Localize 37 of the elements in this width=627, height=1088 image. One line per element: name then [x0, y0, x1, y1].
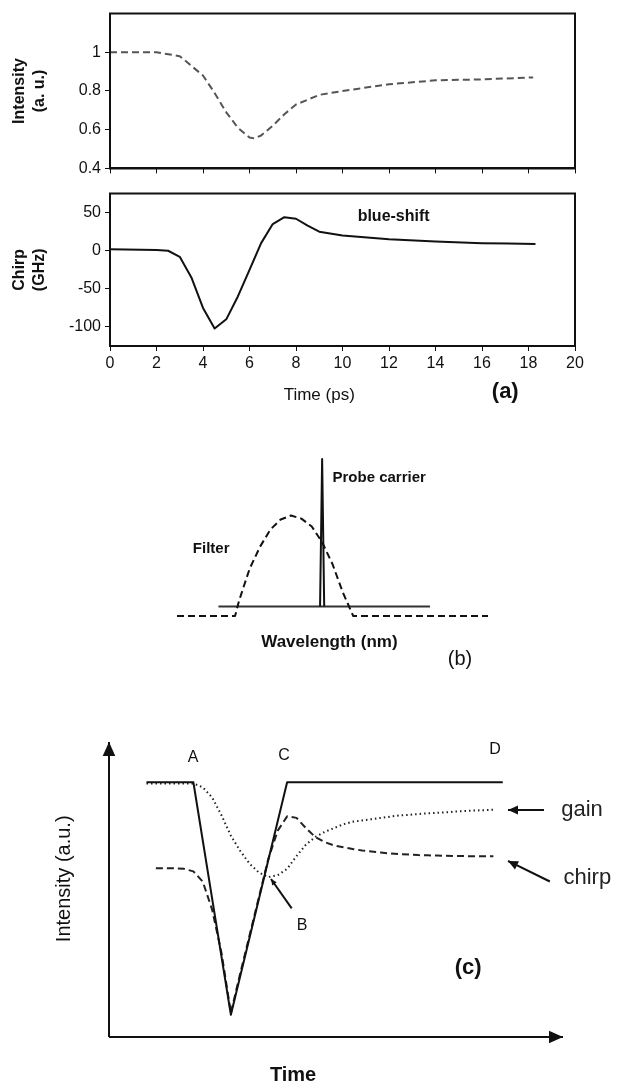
- x-axis-title: Wavelength (nm): [261, 631, 398, 651]
- text: C: [278, 745, 290, 763]
- text: gain: [561, 795, 603, 821]
- x-tick-label: 14: [426, 354, 445, 372]
- x-tick-label: 12: [380, 354, 398, 372]
- y-tick-label: -100: [68, 317, 102, 335]
- series-label: Filter: [192, 538, 230, 556]
- text: (a): [491, 377, 519, 403]
- x-tick-label: 2: [152, 354, 162, 372]
- annotation: (c): [454, 954, 482, 980]
- x-tick-label: 0: [105, 354, 115, 372]
- x-tick-label: 8: [291, 354, 301, 372]
- y-axis-title: Chirp (GHz): [10, 248, 48, 292]
- y-tick-label: 0: [92, 241, 102, 259]
- text: (b): [447, 647, 473, 670]
- x-tick-label: 4: [198, 354, 208, 372]
- series-label: Probe carrier: [332, 467, 427, 485]
- x-tick-label: 10: [333, 354, 352, 372]
- y-axis-title: Intensity (a.u.): [51, 815, 74, 943]
- y-axis-title: Intensity (a. u.): [10, 58, 48, 124]
- annotation: blue-shift: [357, 206, 431, 224]
- y-tick-label: 1: [92, 42, 102, 60]
- x-axis-title: Time (ps): [283, 384, 355, 404]
- y-tick-label: 0.6: [78, 120, 102, 138]
- x-axis-title: Time: [269, 1062, 317, 1085]
- x-tick-label: 16: [473, 354, 491, 372]
- text: A: [187, 748, 199, 766]
- x-tick-label: 6: [245, 354, 255, 372]
- text: chirp: [563, 863, 612, 889]
- x-tick-label: 20: [566, 354, 584, 372]
- y-tick-label: 0.4: [78, 158, 102, 176]
- y-tick-label: -50: [77, 279, 102, 297]
- y-tick-label: 0.8: [78, 81, 102, 99]
- annotation: B: [296, 916, 308, 934]
- text: D: [489, 740, 501, 758]
- y-tick-label: 50: [83, 203, 102, 221]
- x-tick-label: 18: [519, 354, 538, 372]
